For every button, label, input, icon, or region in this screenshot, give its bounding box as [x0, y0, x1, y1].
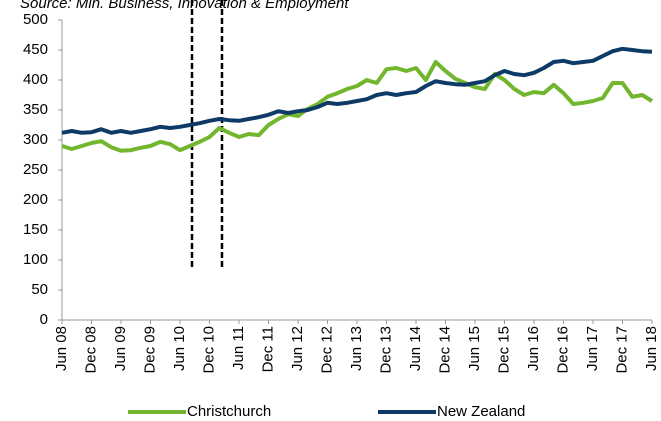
y-tick-label: 400	[23, 71, 48, 88]
x-tick-label: Jun 11	[230, 326, 247, 370]
series-line	[61, 46, 653, 135]
x-tick-label: Jun 08	[53, 326, 70, 371]
x-tick-label: Dec 10	[200, 326, 217, 374]
x-tick-label: Jun 09	[112, 326, 129, 371]
x-tick-label: Dec 11	[259, 326, 276, 372]
legend-label: Christchurch	[187, 403, 271, 420]
x-tick-label: Dec 13	[377, 326, 394, 374]
y-tick-label: 0	[40, 311, 48, 328]
x-tick-label: Jun 17	[584, 326, 601, 371]
y-tick-label: 450	[23, 41, 48, 58]
x-tick-label: Jun 15	[466, 326, 483, 371]
x-tick-label: Jun 10	[171, 326, 188, 371]
x-tick-label: Dec 15	[495, 326, 512, 374]
x-tick-label: Jun 12	[289, 326, 306, 371]
source-note: Source: Min. Business, Innovation & Empl…	[20, 0, 349, 12]
y-tick-label: 300	[23, 131, 48, 148]
x-tick-label: Dec 16	[554, 326, 571, 374]
x-tick-label: Jun 16	[525, 326, 542, 371]
x-tick-label: Dec 14	[436, 326, 453, 374]
x-tick-label: Jun 13	[348, 326, 365, 371]
series-line	[61, 60, 654, 153]
x-tick-label: Jun 18	[643, 326, 660, 371]
y-tick-label: 200	[23, 191, 48, 208]
y-tick-label: 350	[23, 101, 48, 118]
y-tick-label: 100	[23, 251, 48, 268]
y-tick-label: 150	[23, 221, 48, 238]
y-tick-label: 500	[23, 11, 48, 28]
y-tick-label: 250	[23, 161, 48, 178]
x-tick-label: Dec 09	[141, 326, 158, 374]
x-tick-label: Dec 12	[318, 326, 335, 374]
x-tick-label: Jun 14	[407, 326, 424, 371]
y-tick-label: 50	[31, 281, 48, 298]
x-tick-label: Dec 08	[82, 326, 99, 374]
legend-label: New Zealand	[437, 403, 525, 420]
x-tick-label: Dec 17	[613, 326, 630, 374]
